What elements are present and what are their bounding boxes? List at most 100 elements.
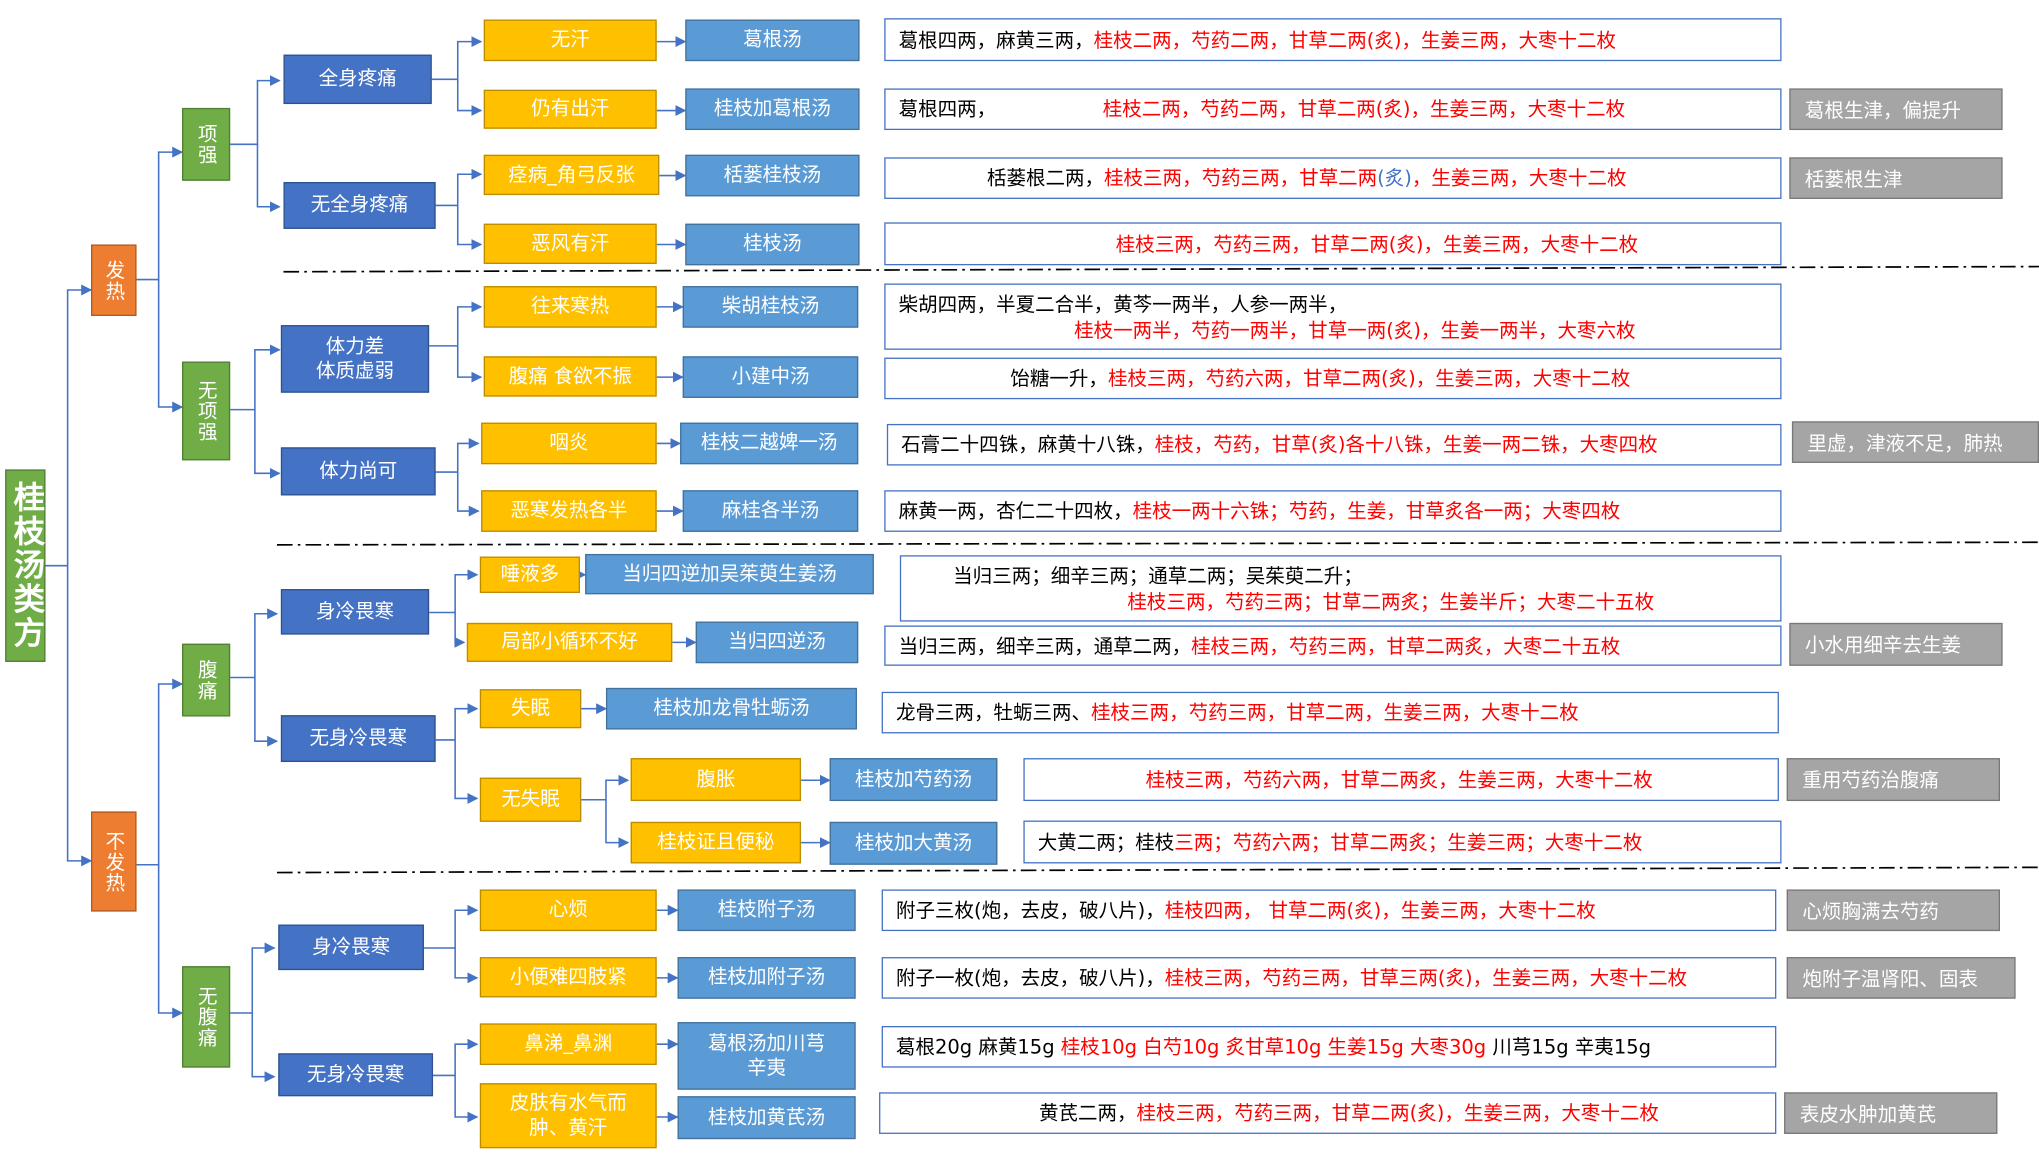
ingredients-wuzhuyu-base: 当归三两；细辛三两；通草二两；吴茱萸二升； (953, 563, 1363, 588)
formula-shaoyao: 桂枝加芍药汤 (829, 758, 998, 802)
ingredients-magui-red: 桂枝一两十六铢；芍药，生姜，甘草炙各一两；大枣四枚 (1132, 499, 1621, 523)
ingredients-guizhi-fuzi: 附子一枚(炮，去皮，破八片)，桂枝三两，芍药三两，甘草三两(炙)，生姜三两，大枣… (881, 957, 1777, 999)
ingredients-fuzi-guizhi: 附子三枚(炮，去皮，破八片)，桂枝四两， 甘草二两(炙)，生姜三两，大枣十二枚 (881, 889, 1777, 932)
no-abdominal-pain-node: 无腹痛 (182, 966, 231, 1068)
symptom-insomnia: 失眠 (479, 689, 582, 729)
weak-constitution-line1: 体力差 (325, 333, 385, 357)
ingredients-gegen: 葛根四两，麻黄三两，桂枝二两，芍药二两，甘草二两(炙)，生姜三两，大枣十二枚 (884, 18, 1782, 62)
ingredients-huangqi-red: 桂枝三两，芍药三两，甘草二两(炙)，生姜三两，大枣十二枚 (1136, 1101, 1659, 1125)
note-gualou-guizhi: 栝蒌根生津 (1789, 157, 2003, 199)
ingredients-dahuang-base: 大黄二两；桂枝 (1037, 830, 1175, 854)
ingredients-xiaojianzhong-red: 桂枝三两，芍药六两，甘草二两(炙)，生姜三两，大枣十二枚 (1107, 366, 1631, 391)
ingredients-gualou-red-tail: ，生姜三两，大枣十二枚 (1411, 166, 1627, 190)
ingredients-wuzhuyu-red: 桂枝三两，芍药三两；甘草二两炙；生姜半斤；大枣二十五枚 (1127, 589, 1655, 614)
skin-edema-line1: 皮肤有水气而 (509, 1090, 627, 1114)
skin-edema-line2: 肿、黄汗 (529, 1115, 608, 1140)
ingredients-chaihu-base: 柴胡四两，半夏二合半，黄芩一两半，人参一两半， (898, 291, 1348, 316)
ingredients-sini-base: 当归三两，细辛三两，通草二两， (898, 633, 1192, 658)
formula-guizhi-gegen: 桂枝加葛根汤 (685, 88, 860, 131)
ingredients-chaihu-guizhi: 柴胡四两，半夏二合半，黄芩一两半，人参一两半， 桂枝一两半，芍药一两半，甘草一两… (884, 283, 1782, 350)
ingredients-longgu-muli: 龙骨三两，牡蛎三两、桂枝三两，芍药三两，甘草二两，生姜三两，大枣十二枚 (881, 691, 1779, 734)
formula-dahuang: 桂枝加大黄汤 (829, 821, 998, 865)
formula-huangqi: 桂枝加黄芪汤 (677, 1096, 856, 1140)
note-shaoyao: 重用芍药治腹痛 (1786, 758, 2000, 802)
symptom-no-insomnia: 无失眠 (479, 777, 582, 822)
symptom-wind-aversion-sweat: 恶风有汗 (483, 223, 657, 264)
ingredients-gualou-guizhi: 栝蒌根二两，桂枝三两，芍药三两，甘草二两(炙)，生姜三两，大枣十二枚 (884, 157, 1782, 199)
formula-longgu-muli: 桂枝加龙骨牡蛎汤 (605, 687, 857, 730)
symptom-still-sweating: 仍有出汗 (483, 89, 657, 129)
symptom-pharyngitis: 咽炎 (481, 422, 657, 465)
symptom-skin-edema: 皮肤有水气而 肿、黄汗 (479, 1083, 657, 1149)
moderate-strength-node: 体力尚可 (280, 447, 436, 496)
formula-xiaojianzhong: 小建中汤 (682, 356, 859, 398)
cold-aversion-node-b: 身冷畏寒 (278, 924, 424, 971)
ingredients-magui: 麻黄一两，杏仁二十四枚，桂枝一两十六铢；芍药，生姜，甘草炙各一两；大枣四枚 (884, 490, 1782, 532)
symptom-spasm: 痉病_角弓反张 (483, 154, 660, 196)
ingredients-danggui-sini: 当归三两，细辛三两，通草二两，桂枝三两，芍药三两，甘草二两炙，大枣二十五枚 (884, 625, 1782, 666)
ingredients-jiafuzi-base: 附子一枚(炮，去皮，破八片)， (895, 966, 1165, 990)
ingredients-xiaojianzhong: 饴糖一升，桂枝三两，芍药六两，甘草二两(炙)，生姜三两，大枣十二枚 (884, 357, 1782, 400)
note-guizhi-gegen: 葛根生津，偏提升 (1789, 88, 2003, 131)
formula-fuzi-guizhi: 桂枝附子汤 (677, 889, 856, 932)
formula-gegen-chuanxiong: 葛根汤加川芎 辛夷 (677, 1022, 856, 1090)
ingredients-gegen-guizhi-base: 桂枝二两，芍药二两，甘草二两(炙)，生姜三两，大枣十二枚 (1093, 27, 1617, 52)
ingredients-fuzi-red: 桂枝四两， 甘草二两(炙)，生姜三两，大枣十二枚 (1164, 898, 1596, 922)
symptom-dysuria: 小便难四肢紧 (479, 957, 657, 998)
symptom-constipation: 桂枝证且便秘 (630, 821, 802, 864)
ingredients-guizhi-gegen-base: 葛根四两， (898, 97, 997, 121)
ingredients-guizhi-red: 桂枝三两，芍药三两，甘草二两(炙)，生姜三两，大枣十二枚 (1115, 232, 1639, 256)
ingredients-dahuang: 大黄二两；桂枝三两；芍药六两；甘草二两炙；生姜三两；大枣十二枚 (1023, 820, 1782, 864)
abdominal-pain-node: 腹痛 (182, 643, 231, 717)
ingredients-huangqi-base: 黄芪二两， (1039, 1101, 1137, 1125)
weak-constitution-line2: 体质虚弱 (315, 358, 395, 383)
note-danggui-sini: 小水用细辛去生姜 (1789, 622, 2003, 666)
formula-magui: 麻桂各半汤 (682, 490, 859, 532)
formula-chaihu-guizhi: 柴胡桂枝汤 (682, 286, 859, 328)
weak-constitution-node: 体力差 体质虚弱 (280, 325, 430, 393)
gegen-chuanxiong-line2: 辛夷 (747, 1055, 787, 1080)
ingredients-chuanxiong-base: 葛根20g 麻黄15g (895, 1035, 1061, 1059)
ingredients-xiaojianzhong-base: 饴糖一升， (1010, 366, 1108, 391)
no-cold-aversion-node-b: 无身冷畏寒 (278, 1053, 434, 1097)
ingredients-guizhi-gegen: 葛根四两， 桂枝二两，芍药二两，甘草二两(炙)，生姜三两，大枣十二枚 (884, 88, 1782, 131)
whole-body-pain-node: 全身疼痛 (283, 54, 432, 105)
symptom-irritability: 心烦 (479, 889, 657, 932)
ingredients-chuanxiong-tail: 川芎15g 辛夷15g (1486, 1035, 1652, 1059)
ingredients-erbi-red: 桂枝，芍药，甘草(炙)各十八铢，生姜一两二铢，大枣四枚 (1154, 433, 1658, 457)
symptom-bloating: 腹胀 (630, 758, 802, 802)
root-node: 桂枝汤类方 (5, 469, 46, 662)
ingredients-longgu-red: 桂枝三两，芍药三两，甘草二两，生姜三两，大枣十二枚 (1091, 700, 1579, 725)
ingredients-shaoyao: 桂枝三两，芍药六两，甘草二两炙，生姜三两，大枣十二枚 (1023, 758, 1779, 802)
formula-danggui-sini: 当归四逆汤 (695, 621, 859, 664)
no-cold-aversion-node-a: 无身冷畏寒 (280, 715, 436, 763)
cold-aversion-node-a: 身冷畏寒 (280, 589, 430, 635)
formula-guizhi-erbi: 桂枝二越婢一汤 (680, 422, 859, 465)
symptom-no-sweat: 无汗 (483, 19, 657, 62)
formula-gegen: 葛根汤 (685, 19, 860, 62)
fever-node: 发热 (91, 244, 137, 316)
ingredients-guizhi: 桂枝三两，芍药三两，甘草二两(炙)，生姜三两，大枣十二枚 (884, 222, 1782, 266)
symptom-abdominal-pain-poor-appetite: 腹痛 食欲不振 (483, 356, 657, 397)
ingredients-gualou-base: 栝蒌根二两， (986, 166, 1105, 190)
ingredients-chuanxiong-red: 桂枝10g 白芍10g 炙甘草10g 生姜15g 大枣30g (1060, 1035, 1487, 1059)
formula-danggui-wuzhuyu: 当归四逆加吴茱萸生姜汤 (585, 553, 874, 595)
ingredients-guizhi-gegen-guizhi-base: 桂枝二两，芍药二两，甘草二两(炙)，生姜三两，大枣十二枚 (1102, 97, 1626, 121)
no-whole-body-pain-node: 无全身疼痛 (283, 182, 436, 229)
formula-gualou-guizhi: 栝蒌桂枝汤 (685, 154, 860, 197)
no-neck-stiff-node: 无项强 (182, 361, 231, 461)
no-fever-node: 不发热 (91, 811, 137, 912)
symptom-nasal-discharge: 鼻涕_鼻渊 (479, 1023, 657, 1066)
ingredients-gegen-base: 葛根四两，麻黄三两， (898, 27, 1094, 52)
ingredients-gualou-zhi-note: (炙) (1377, 166, 1412, 190)
note-guizhi-fuzi: 炮附子温肾阳、固表 (1786, 957, 2016, 999)
note-guizhi-erbi: 里虚，津液不足，肺热 (1791, 421, 2039, 463)
ingredients-gualou-red: 桂枝三两，芍药三两，甘草二两 (1104, 166, 1378, 190)
note-fuzi-guizhi: 心烦胸满去芍药 (1786, 889, 2000, 932)
ingredients-dahuang-red: 三两；芍药六两；甘草二两炙；生姜三两；大枣十二枚 (1174, 830, 1643, 854)
symptom-alternating-chills: 往来寒热 (483, 286, 657, 328)
note-huangqi: 表皮水肿加黄芪 (1784, 1092, 1998, 1134)
ingredients-danggui-wuzhuyu: 当归三两；细辛三两；通草二两；吴茱萸二升； 桂枝三两，芍药三两；甘草二两炙；生姜… (899, 555, 1782, 622)
